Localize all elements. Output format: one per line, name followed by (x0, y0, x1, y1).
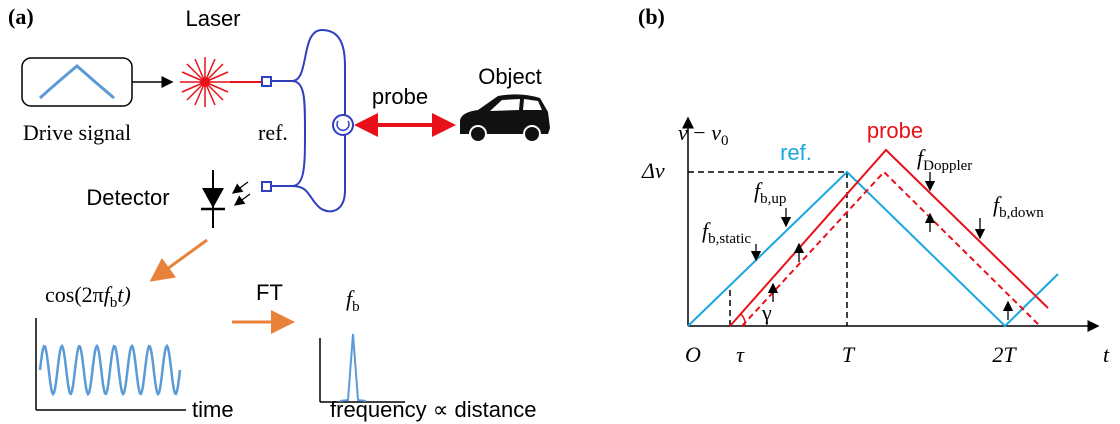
time-axes (35, 318, 186, 411)
ref-label: ref. (258, 120, 288, 145)
text: v (711, 120, 721, 145)
car-icon (460, 94, 550, 143)
angle-arc (740, 313, 746, 327)
laser-core (200, 77, 210, 87)
panel-label: (a) (8, 4, 34, 29)
double-period-label: 2T (992, 342, 1017, 367)
ft-label: FT (256, 280, 283, 305)
origin-label: O (685, 342, 701, 367)
guide-lines (688, 171, 848, 326)
text: 0 (721, 133, 729, 149)
fiber-network (261, 28, 354, 213)
text: f (346, 286, 355, 311)
time-label: time (192, 397, 234, 422)
period-label: T (842, 342, 856, 367)
f-b-down-label: fb,down (993, 192, 1044, 221)
spectrum-axes (319, 338, 405, 403)
y-axis-label: v − v0 (678, 120, 728, 149)
peak-label: fb (346, 286, 360, 315)
f-b-up-label: fb,up (754, 178, 786, 207)
time-axis-label: t (1103, 342, 1110, 367)
f-doppler-label: fDoppler (917, 145, 972, 174)
object-label: Object (478, 64, 542, 89)
detector-icon (201, 170, 251, 228)
text: t) (117, 282, 130, 307)
beat-arrows (750, 172, 1014, 320)
text: f (104, 282, 113, 307)
spectrum-peak (339, 333, 367, 402)
text: b,up (760, 191, 786, 207)
text: v (678, 120, 688, 145)
text: cos(2π (45, 282, 104, 307)
detector-label: Detector (86, 185, 169, 210)
text: f (702, 218, 711, 243)
drive-waveform (38, 64, 115, 100)
arrow (149, 238, 208, 282)
static-probe-sweep (741, 170, 1041, 327)
drive-signal-label: Drive signal (23, 120, 131, 145)
text: b (352, 299, 360, 315)
text: f (917, 145, 926, 170)
laser-label: Laser (185, 6, 240, 31)
frequency-label: frequency ∝ distance (330, 397, 537, 422)
probe-label: probe (867, 118, 923, 143)
text: b,static (708, 231, 751, 247)
gamma-label: γ (761, 300, 772, 325)
text: b,down (999, 205, 1044, 221)
probe-sweep (729, 148, 1049, 327)
delta-v-label: Δv (641, 158, 665, 183)
probe-label: probe (372, 84, 428, 109)
signal-formula: cos(2πfbt) (45, 282, 131, 311)
text: Doppler (923, 158, 972, 174)
tau-label: τ (736, 342, 745, 367)
circulator-arrow (336, 120, 350, 131)
panel-label: (b) (638, 4, 665, 29)
ref-sweep (687, 170, 1059, 328)
text: b (110, 295, 118, 311)
text: − (688, 120, 711, 145)
time-signal (38, 343, 182, 397)
ref-label: ref. (780, 140, 812, 165)
f-b-static-label: fb,static (702, 218, 751, 247)
text: f (993, 192, 1002, 217)
text: f (754, 178, 763, 203)
